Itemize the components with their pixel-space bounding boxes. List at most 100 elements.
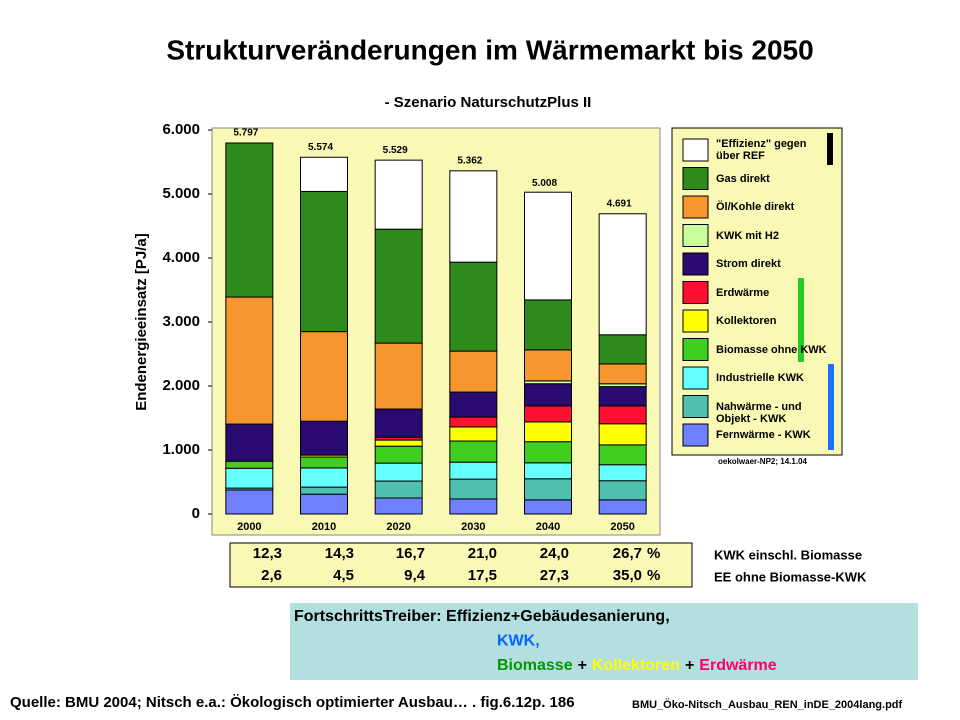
legend-label: Fernwärme - KWK — [716, 429, 811, 441]
note-text: Biomasse — [497, 657, 573, 674]
bar-segment — [300, 331, 348, 422]
total-label: 5.008 — [532, 178, 557, 189]
x-tick-label: 2030 — [461, 521, 485, 533]
bar-segment — [225, 296, 274, 425]
table-cell: 26,7 — [613, 545, 642, 562]
bar-segment — [598, 363, 647, 385]
bar-segment — [300, 467, 348, 488]
bar-segment — [225, 467, 274, 489]
note-text: Erdwärme — [699, 657, 776, 674]
legend-label: KWK mit H2 — [716, 229, 779, 242]
note-box — [290, 603, 918, 680]
table-row-label: KWK einschl. Biomasse — [714, 547, 862, 562]
table-cell: 2,6 — [261, 567, 282, 584]
bar-segment — [449, 416, 498, 428]
bar-segment — [300, 420, 348, 456]
bar-segment — [225, 142, 274, 298]
bar-segment — [598, 386, 647, 407]
table-box — [229, 542, 693, 588]
legend-swatch — [682, 423, 709, 447]
bar-segment — [300, 156, 348, 192]
bar-segment — [449, 391, 498, 418]
bar-segment — [225, 489, 274, 515]
legend-swatch — [682, 395, 709, 418]
bar-segment — [598, 444, 647, 466]
note-text: KWK, — [497, 633, 540, 650]
bar-segment — [524, 191, 572, 301]
y-tick-label: 5.000 — [162, 185, 200, 202]
bar-segment — [449, 498, 498, 515]
legend-label: Erdwärme — [716, 286, 770, 299]
bar-segment — [374, 408, 423, 438]
legend-marker — [827, 133, 833, 165]
bar-segment — [449, 170, 498, 263]
legend-swatch — [682, 252, 709, 276]
bar-segment — [300, 456, 348, 469]
chart-title: Strukturveränderungen im Wärmemarkt bis … — [166, 34, 813, 65]
table-unit: % — [647, 567, 660, 584]
total-label: 4.691 — [607, 198, 632, 209]
legend-label: Kollektoren — [716, 315, 777, 327]
bar-segment — [598, 480, 647, 501]
bar-segment — [524, 441, 572, 464]
x-tick-label: 2040 — [536, 521, 560, 533]
y-tick-label: 1.000 — [162, 441, 200, 458]
bar-segment — [524, 349, 572, 382]
table-cell: 35,0 — [613, 567, 642, 584]
note-text: + — [578, 657, 587, 674]
y-tick-label: 4.000 — [162, 249, 200, 266]
table-cell: 14,3 — [325, 545, 354, 562]
footer-file: BMU_Öko-Nitsch_Ausbau_REN_inDE_2004lang.… — [632, 698, 903, 711]
table-cell: 24,0 — [540, 545, 569, 562]
bar-segment — [449, 426, 498, 442]
bar-segment — [524, 299, 572, 351]
bar-segment — [374, 445, 423, 464]
bar-segment — [300, 190, 348, 333]
bar-segment — [449, 440, 498, 463]
bar-segment — [374, 462, 423, 482]
legend-label: Gas direkt — [716, 172, 770, 185]
total-label: 5.574 — [308, 142, 333, 153]
y-tick-label: 6.000 — [162, 121, 200, 138]
bar-segment — [300, 493, 348, 515]
bar-segment — [374, 497, 423, 515]
legend-note: oekolwaer-NP2; 14.1.04 — [718, 457, 807, 466]
legend-swatch — [682, 138, 709, 162]
table-row-label: EE ohne Biomasse-KWK — [714, 569, 867, 584]
bar-segment — [300, 486, 348, 495]
note-line: KWK, — [497, 633, 540, 650]
bar-segment — [524, 499, 572, 515]
bar-segment — [225, 460, 274, 469]
x-tick-label: 2000 — [237, 521, 261, 533]
note-text: Kollektoren — [592, 657, 680, 674]
chart-subtitle: - Szenario NaturschutzPlus II — [385, 94, 592, 111]
note-text: FortschrittsTreiber: Effizienz+Gebäudesa… — [294, 608, 670, 625]
legend-swatch — [682, 195, 709, 219]
y-tick-label: 3.000 — [162, 313, 200, 330]
legend-swatch — [682, 167, 709, 190]
legend-swatch — [682, 224, 709, 247]
table-cell: 9,4 — [404, 567, 426, 584]
legend-swatch — [682, 338, 709, 361]
legend-marker — [798, 278, 804, 362]
legend-swatch — [682, 309, 709, 333]
bar-segment — [598, 464, 647, 482]
note-line: Biomasse + Kollektoren + Erdwärme — [497, 657, 777, 674]
bar-segment — [449, 261, 498, 352]
legend-marker — [828, 364, 834, 450]
plot-area — [211, 127, 661, 536]
table-cell: 12,3 — [253, 545, 282, 562]
bar-segment — [524, 383, 572, 407]
bar-segment — [524, 405, 572, 423]
bar-segment — [598, 423, 647, 446]
total-label: 5.362 — [457, 155, 482, 166]
bar-segment — [598, 334, 647, 365]
bar-segment — [598, 213, 647, 336]
table-unit: % — [647, 545, 660, 562]
bar-segment — [449, 350, 498, 393]
bar-segment — [225, 423, 274, 462]
legend-swatch — [682, 366, 709, 390]
bar-segment — [374, 342, 423, 410]
